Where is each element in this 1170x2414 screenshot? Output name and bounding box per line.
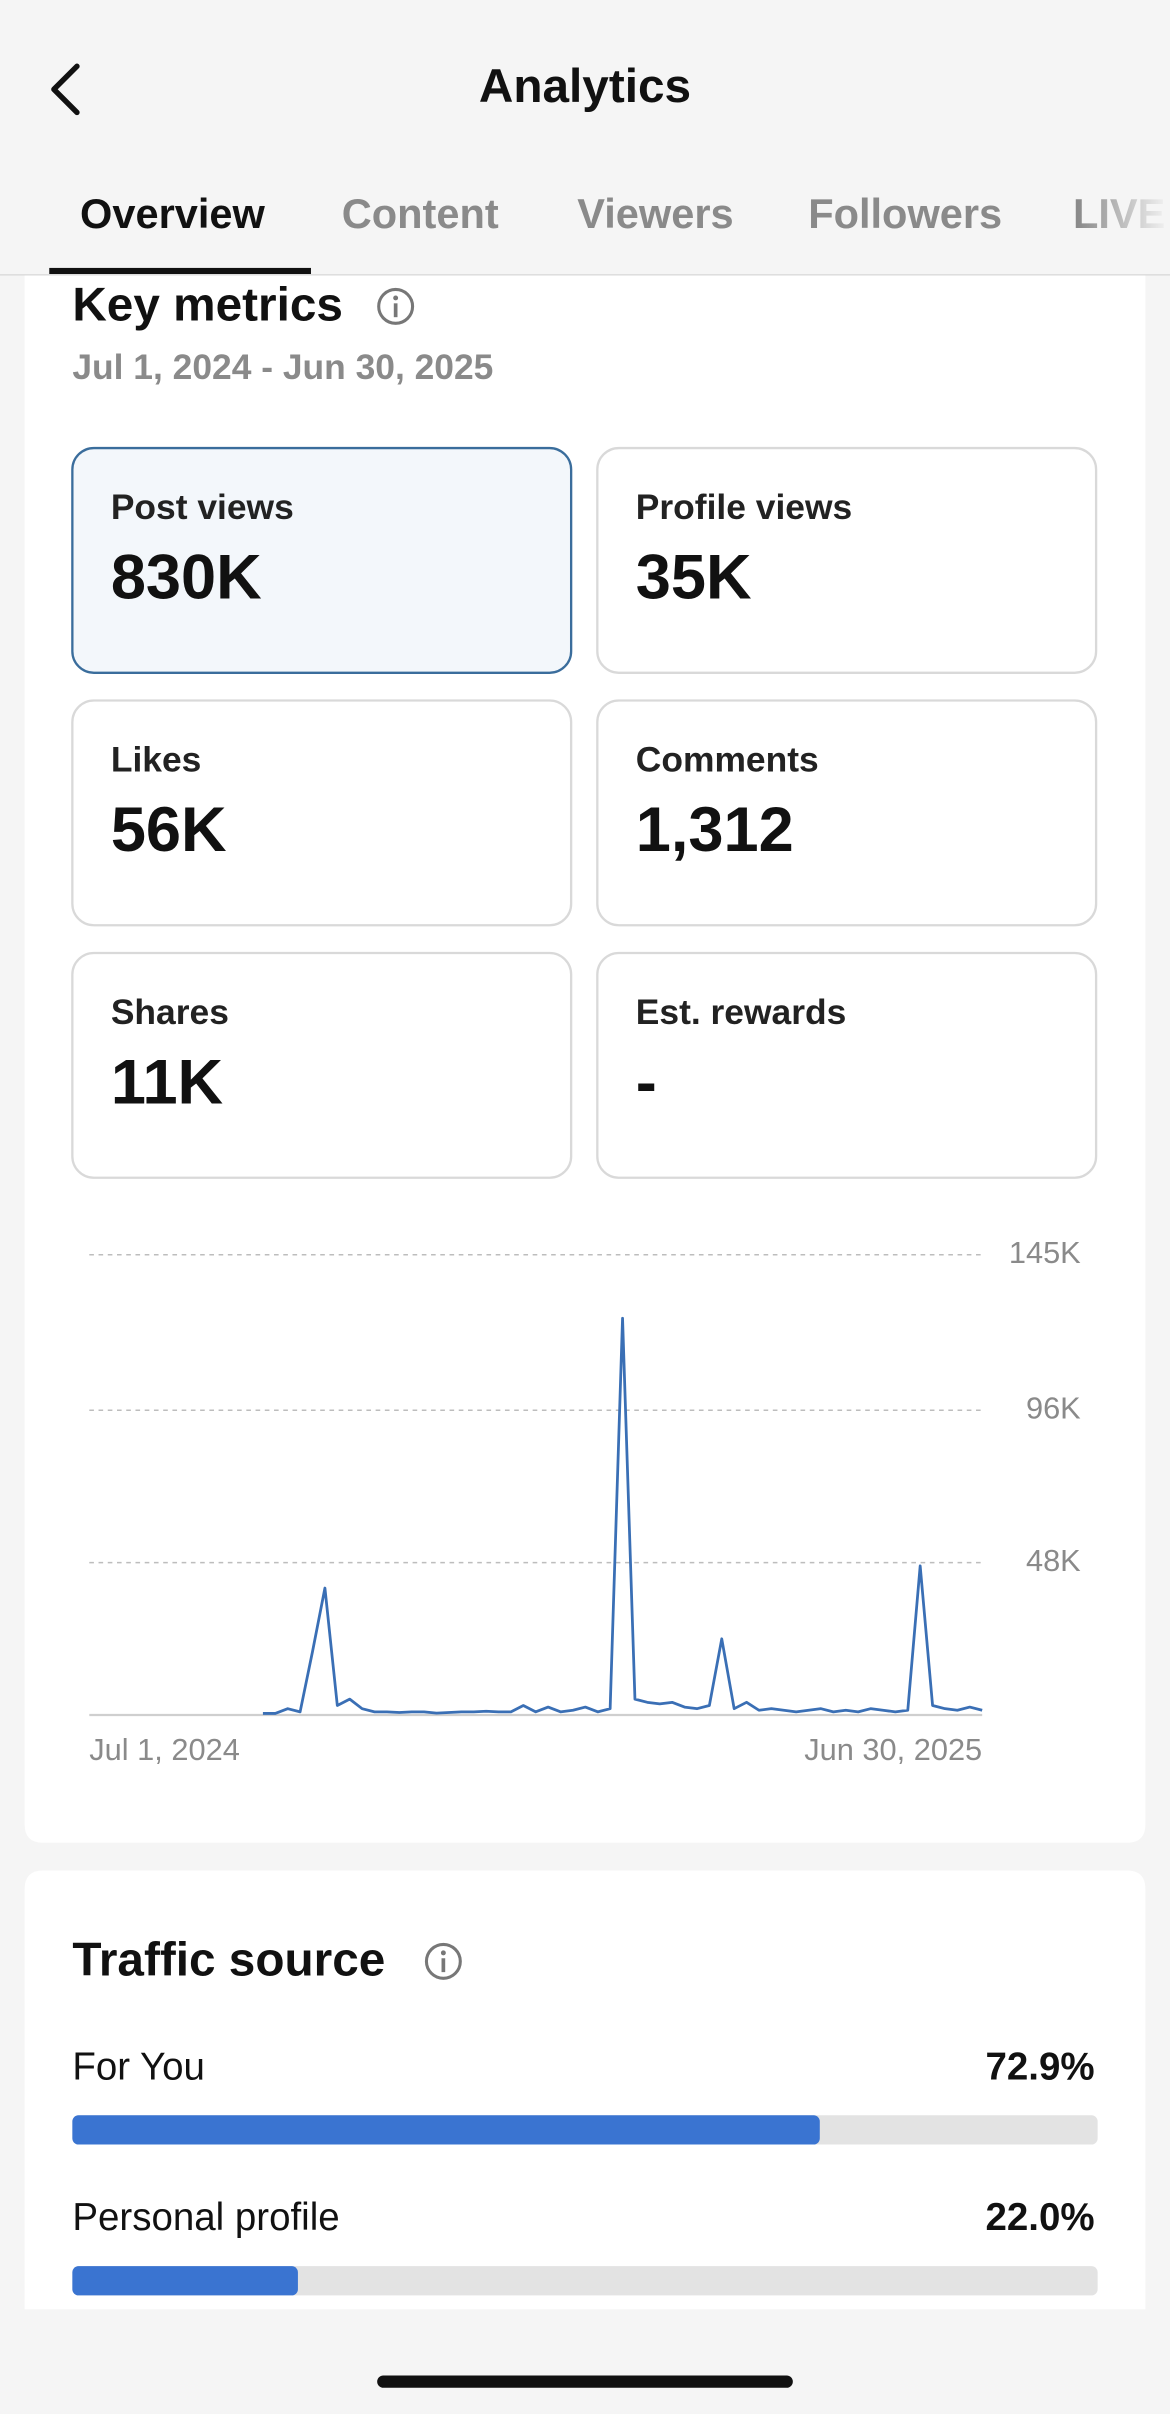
metric-value: 35K: [636, 543, 752, 613]
tile-box: [71, 951, 573, 1179]
tile-box: [596, 951, 1098, 1179]
back-button[interactable]: [51, 63, 80, 116]
tile-box: [71, 699, 573, 927]
metric-label: Post views: [111, 487, 294, 527]
metric-value: 1,312: [636, 795, 794, 865]
metric-tile[interactable]: Likes 56K: [71, 699, 573, 927]
tab-underline: [49, 267, 311, 275]
tab[interactable]: Content: [342, 190, 499, 237]
date-range: Jul 1, 2024 - Jun 30, 2025: [72, 347, 493, 387]
info-icon[interactable]: [377, 287, 415, 325]
bar-fill: [72, 2266, 298, 2296]
source-value: 72.9%: [985, 2045, 1094, 2088]
metric-label: Shares: [111, 992, 229, 1032]
tab[interactable]: Overview: [80, 190, 265, 237]
metric-value: -: [636, 1048, 657, 1118]
home-indicator: [377, 2375, 793, 2388]
metric-value: 56K: [111, 795, 227, 865]
source-label: Personal profile: [72, 2196, 339, 2239]
bar-track: [72, 2266, 1098, 2296]
metric-tile[interactable]: Post views 830K: [71, 446, 573, 674]
metric-tile[interactable]: Est. rewards -: [596, 951, 1098, 1179]
source-label: For You: [72, 2045, 205, 2088]
metric-label: Likes: [111, 739, 202, 779]
y-tick-label: 96K: [1026, 1390, 1081, 1425]
tab-fade: [1077, 169, 1170, 262]
tab[interactable]: Viewers: [577, 190, 733, 237]
info-dot: [393, 295, 399, 301]
source-value: 22.0%: [985, 2196, 1094, 2239]
line-chart: 48K 96K 145K Jul 1, 2024 Jun 30, 2025: [89, 1235, 1081, 1767]
y-tick-label: 145K: [1009, 1235, 1081, 1270]
divider: [0, 274, 1170, 276]
page-title: Analytics: [479, 60, 691, 113]
metric-label: Comments: [636, 739, 819, 779]
info-circle: [377, 287, 415, 325]
tile-box: [71, 446, 573, 674]
x-tick-label: Jun 30, 2025: [804, 1732, 982, 1767]
section-title: Key metrics: [72, 279, 343, 332]
bar-fill: [72, 2115, 820, 2145]
info-stem: [393, 303, 398, 318]
info-circle: [424, 1942, 462, 1980]
x-tick-label: Jul 1, 2024: [89, 1732, 240, 1767]
metric-tile[interactable]: Shares 11K: [71, 951, 573, 1179]
tab[interactable]: Followers: [808, 190, 1002, 237]
metric-value: 830K: [111, 543, 262, 613]
data-line: [262, 1316, 983, 1715]
traffic-card: [24, 1870, 1146, 2310]
metric-value: 11K: [111, 1048, 223, 1118]
info-icon[interactable]: [424, 1942, 462, 1980]
tile-box: [596, 699, 1098, 927]
traffic-bars: For You 72.9% Personal profile 22.0%: [72, 2045, 1098, 2296]
y-tick-label: 48K: [1026, 1543, 1081, 1578]
metric-tile[interactable]: Comments 1,312: [596, 699, 1098, 927]
tile-box: [596, 446, 1098, 674]
section-title: Traffic source: [72, 1933, 385, 1986]
info-dot: [440, 1950, 446, 1956]
metric-label: Profile views: [636, 487, 852, 527]
metric-tile[interactable]: Profile views 35K: [596, 446, 1098, 674]
metric-grid: Post views 830K Profile views 35K Likes 56K Co…: [71, 446, 1098, 1179]
info-stem: [441, 1958, 446, 1973]
metric-label: Est. rewards: [636, 992, 846, 1032]
